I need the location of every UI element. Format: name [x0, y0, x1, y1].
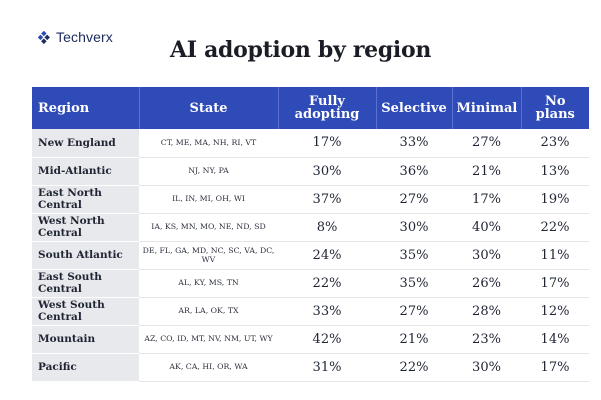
state-cell: AR, LA, OK, TX: [139, 297, 278, 326]
selective-cell: 36%: [376, 157, 452, 186]
selective-cell: 33%: [376, 129, 452, 158]
fully-adopting-cell: 30%: [278, 157, 376, 186]
selective-cell: 35%: [376, 269, 452, 298]
fully-adopting-cell: 8%: [278, 213, 376, 242]
minimal-cell: 30%: [452, 241, 521, 270]
selective-cell: 27%: [376, 185, 452, 214]
region-cell: Pacific: [32, 353, 139, 382]
brand-name: Techverx: [56, 29, 113, 45]
minimal-cell: 17%: [452, 185, 521, 214]
header-state: State: [139, 87, 279, 129]
no-plans-cell: 23%: [521, 129, 589, 158]
header-selective: Selective: [376, 87, 453, 129]
selective-cell: 35%: [376, 241, 452, 270]
minimal-cell: 30%: [452, 353, 521, 382]
table-row: West South Central AR, LA, OK, TX 33% 27…: [32, 297, 589, 326]
no-plans-cell: 12%: [521, 297, 589, 326]
table-header-row: Region State Fully adopting Selective Mi…: [32, 87, 589, 129]
minimal-cell: 27%: [452, 129, 521, 158]
region-cell: New England: [32, 129, 139, 158]
selective-cell: 22%: [376, 353, 452, 382]
minimal-cell: 23%: [452, 325, 521, 354]
table-row: East North Central IL, IN, MI, OH, WI 37…: [32, 185, 589, 214]
state-cell: AZ, CO, ID, MT, NV, NM, UT, WY: [139, 325, 278, 354]
state-cell: IL, IN, MI, OH, WI: [139, 185, 278, 214]
no-plans-cell: 19%: [521, 185, 589, 214]
header-no-plans: No plans: [521, 87, 589, 129]
state-cell: AK, CA, HI, OR, WA: [139, 353, 278, 382]
minimal-cell: 28%: [452, 297, 521, 326]
selective-cell: 27%: [376, 297, 452, 326]
region-cell: Mid-Atlantic: [32, 157, 139, 186]
no-plans-cell: 13%: [521, 157, 589, 186]
table-row: Mid-Atlantic NJ, NY, PA 30% 36% 21% 13%: [32, 157, 589, 186]
no-plans-cell: 14%: [521, 325, 589, 354]
region-cell: West South Central: [32, 297, 139, 326]
region-cell: South Atlantic: [32, 241, 139, 270]
state-cell: NJ, NY, PA: [139, 157, 278, 186]
table-row: New England CT, ME, MA, NH, RI, VT 17% 3…: [32, 129, 589, 158]
fully-adopting-cell: 33%: [278, 297, 376, 326]
table-row: East South Central AL, KY, MS, TN 22% 35…: [32, 269, 589, 298]
adoption-table: Region State Fully adopting Selective Mi…: [32, 87, 589, 382]
fully-adopting-cell: 31%: [278, 353, 376, 382]
table-row: South Atlantic DE, FL, GA, MD, NC, SC, V…: [32, 241, 589, 270]
state-cell: CT, ME, MA, NH, RI, VT: [139, 129, 278, 158]
table-row: Pacific AK, CA, HI, OR, WA 31% 22% 30% 1…: [32, 353, 589, 382]
fully-adopting-cell: 24%: [278, 241, 376, 270]
fully-adopting-cell: 22%: [278, 269, 376, 298]
techverx-logo-icon: [38, 30, 51, 44]
fully-adopting-cell: 17%: [278, 129, 376, 158]
page-title: AI adoption by region: [169, 37, 432, 63]
region-cell: East North Central: [32, 185, 139, 214]
fully-adopting-cell: 42%: [278, 325, 376, 354]
brand-logo: Techverx: [38, 29, 113, 45]
no-plans-cell: 22%: [521, 213, 589, 242]
region-cell: West North Central: [32, 213, 139, 242]
region-cell: East South Central: [32, 269, 139, 298]
minimal-cell: 26%: [452, 269, 521, 298]
state-cell: DE, FL, GA, MD, NC, SC, VA, DC, WV: [139, 241, 278, 270]
state-cell: AL, KY, MS, TN: [139, 269, 278, 298]
table-row: West North Central IA, KS, MN, MO, NE, N…: [32, 213, 589, 242]
no-plans-cell: 17%: [521, 269, 589, 298]
no-plans-cell: 11%: [521, 241, 589, 270]
region-cell: Mountain: [32, 325, 139, 354]
fully-adopting-cell: 37%: [278, 185, 376, 214]
header-fully-adopting: Fully adopting: [278, 87, 377, 129]
header-region: Region: [32, 87, 140, 129]
table-row: Mountain AZ, CO, ID, MT, NV, NM, UT, WY …: [32, 325, 589, 354]
selective-cell: 21%: [376, 325, 452, 354]
minimal-cell: 40%: [452, 213, 521, 242]
minimal-cell: 21%: [452, 157, 521, 186]
state-cell: IA, KS, MN, MO, NE, ND, SD: [139, 213, 278, 242]
header-minimal: Minimal: [452, 87, 522, 129]
no-plans-cell: 17%: [521, 353, 589, 382]
selective-cell: 30%: [376, 213, 452, 242]
